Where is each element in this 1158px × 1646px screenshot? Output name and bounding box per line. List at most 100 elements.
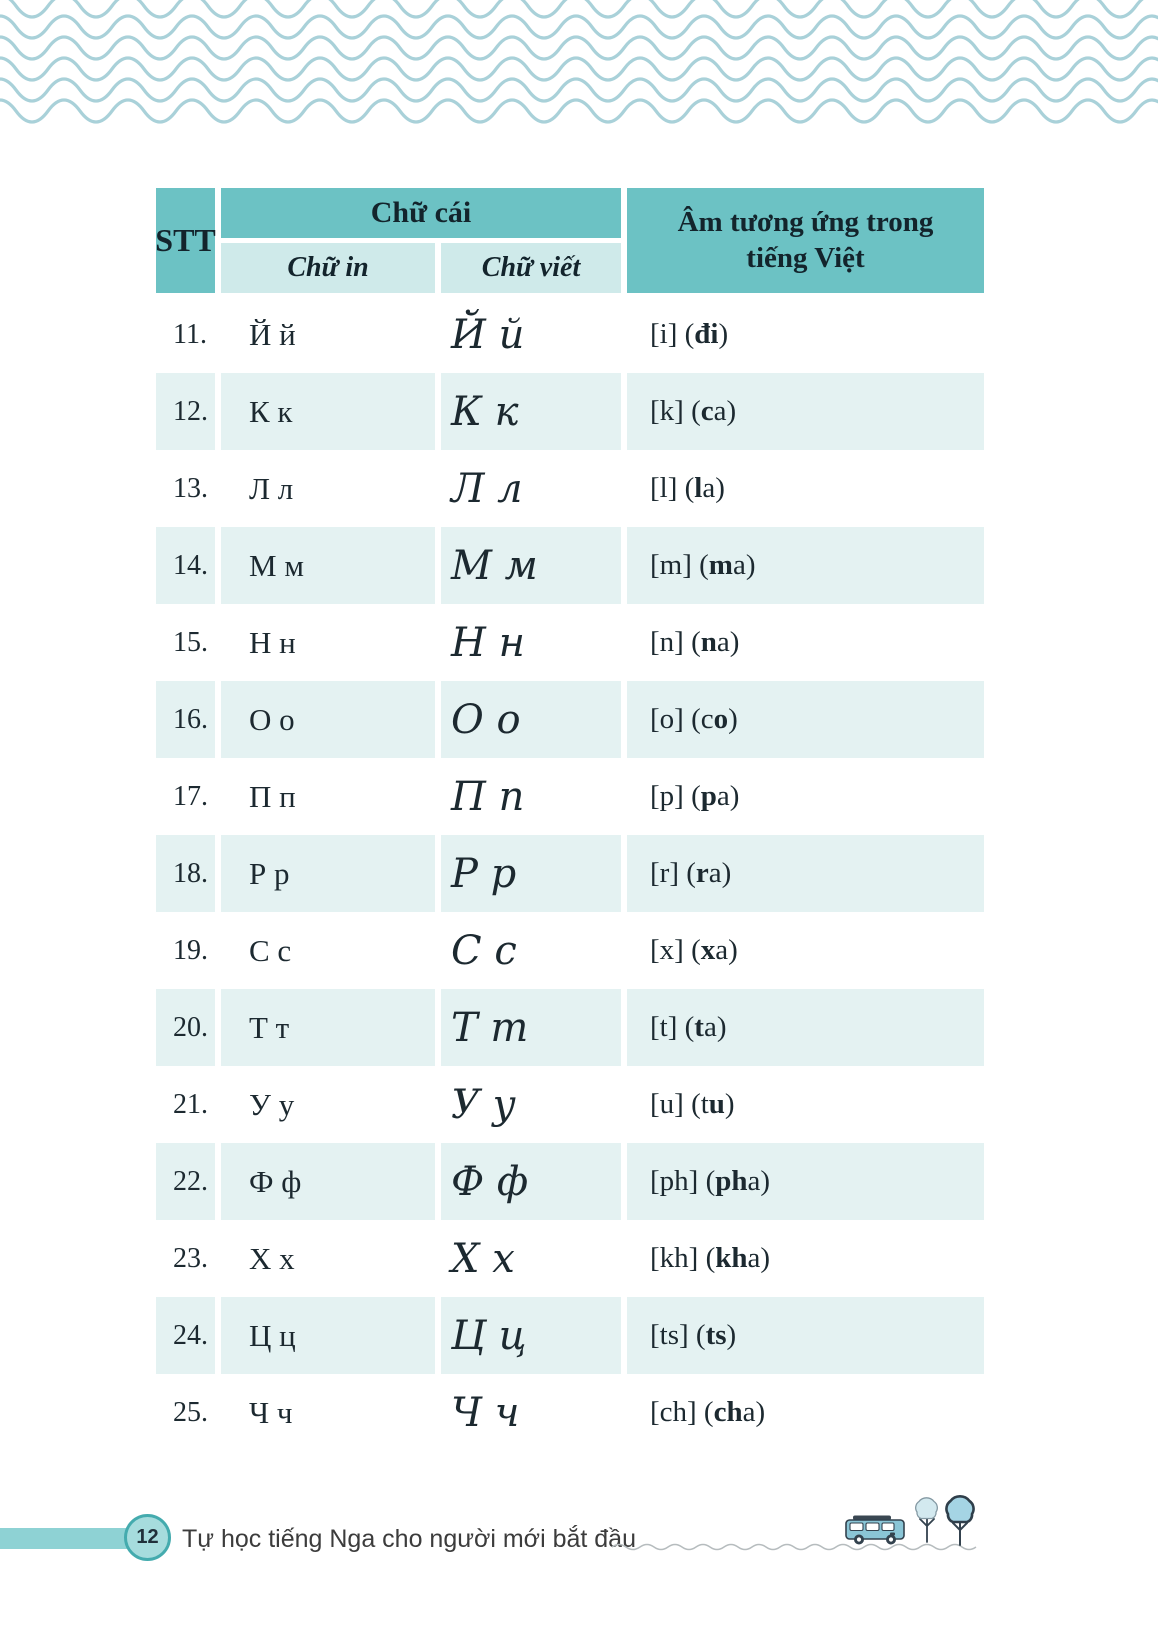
sound-suffix: ) bbox=[718, 318, 729, 350]
sound-suffix: a) bbox=[715, 934, 738, 966]
sound-prefix: [k] ( bbox=[650, 395, 701, 427]
cursive-letter: О о bbox=[441, 681, 621, 758]
cursive-letter: Т т bbox=[441, 989, 621, 1066]
printed-letter: Ч ч bbox=[249, 1394, 293, 1430]
sound-bold: n bbox=[700, 626, 717, 658]
vietnamese-sound: [t] (t a) bbox=[627, 989, 984, 1066]
sound-prefix: [m] ( bbox=[650, 549, 709, 581]
vietnamese-sound: [x] (x a) bbox=[627, 912, 984, 989]
row-number: 11. bbox=[173, 318, 207, 350]
cursive-letter: П п bbox=[451, 773, 525, 820]
sound-bold: u bbox=[708, 1088, 725, 1120]
row-number: 25. bbox=[173, 1396, 208, 1428]
row-number: 21. bbox=[173, 1088, 208, 1120]
vietnamese-sound: [r] (r a) bbox=[627, 835, 984, 912]
row-number: 19. bbox=[173, 934, 208, 966]
sound-suffix: a) bbox=[702, 472, 725, 504]
sound-prefix: [r] ( bbox=[650, 857, 696, 889]
sound-prefix: [t] ( bbox=[650, 1011, 695, 1043]
sound-prefix: [i] ( bbox=[650, 318, 695, 350]
sound-bold: x bbox=[700, 934, 716, 966]
printed-letter: Л л bbox=[249, 470, 294, 506]
vietnamese-sound: [kh] (kh a) bbox=[627, 1220, 984, 1297]
alphabet-table: STT Chữ cái Âm tương ứng trong tiếng Việ… bbox=[155, 188, 984, 1451]
sound-suffix: a) bbox=[703, 1011, 727, 1043]
page-number-badge: 12 bbox=[124, 1514, 171, 1561]
sound-prefix: [x] ( bbox=[650, 934, 701, 966]
printed-letter: К к bbox=[221, 373, 435, 450]
sound-suffix: a) bbox=[742, 1396, 766, 1428]
vietnamese-sound: [m] (m a) bbox=[627, 527, 984, 604]
sound-suffix: ) bbox=[726, 1319, 737, 1351]
vietnamese-sound: [p] (p a) bbox=[627, 758, 984, 835]
trees-icon bbox=[915, 1495, 975, 1546]
sound-suffix: a) bbox=[713, 395, 737, 427]
sound-suffix: a) bbox=[716, 780, 740, 812]
sound-bold: ts bbox=[705, 1319, 727, 1351]
cursive-letter: М м bbox=[441, 527, 621, 604]
sound-bold: c bbox=[700, 395, 714, 427]
cursive-letter: Ф ф bbox=[441, 1143, 621, 1220]
sound-suffix: a) bbox=[747, 1165, 771, 1197]
printed-letter: Ф ф bbox=[221, 1143, 435, 1220]
cursive-letter: Х х bbox=[451, 1235, 515, 1282]
header-stt: STT bbox=[155, 188, 216, 293]
row-number: 20. bbox=[156, 989, 215, 1066]
van-icon bbox=[845, 1515, 905, 1545]
vietnamese-sound: [l] (l a) bbox=[627, 450, 984, 527]
header-chu-in: Chữ in bbox=[221, 243, 435, 293]
sound-prefix: [u] (t bbox=[650, 1088, 709, 1120]
sound-prefix: [ph] ( bbox=[650, 1165, 716, 1197]
vietnamese-sound: [i] (đi) bbox=[627, 296, 984, 373]
header-chu-viet: Chữ viết bbox=[441, 243, 621, 293]
vietnamese-sound: [o] (c o) bbox=[627, 681, 984, 758]
row-number: 12. bbox=[156, 373, 215, 450]
sound-prefix: [l] ( bbox=[650, 472, 695, 504]
sound-suffix: ) bbox=[724, 1088, 735, 1120]
page-number: 12 bbox=[136, 1526, 159, 1548]
sound-bold: t bbox=[694, 1011, 704, 1043]
sound-prefix: [ts] ( bbox=[650, 1319, 706, 1351]
vietnamese-sound: [ph] (ph a) bbox=[627, 1143, 984, 1220]
printed-letter: О о bbox=[221, 681, 435, 758]
sound-suffix: a) bbox=[716, 626, 740, 658]
cursive-letter: Ч ч bbox=[451, 1389, 520, 1436]
cursive-letter: Р р bbox=[441, 835, 621, 912]
cursive-letter: Л л bbox=[451, 465, 523, 512]
sound-bold: o bbox=[713, 703, 729, 735]
row-number: 13. bbox=[173, 472, 208, 504]
printed-letter: Н н bbox=[249, 624, 296, 660]
sound-bold: kh bbox=[715, 1242, 748, 1274]
sound-prefix: [kh] ( bbox=[650, 1242, 716, 1274]
row-number: 15. bbox=[173, 626, 208, 658]
header-am-tuong-ung: Âm tương ứng trong tiếng Việt bbox=[627, 188, 984, 293]
row-number: 24. bbox=[156, 1297, 215, 1374]
row-number: 23. bbox=[173, 1242, 208, 1274]
printed-letter: Х х bbox=[249, 1240, 295, 1276]
sound-bold: l bbox=[694, 472, 703, 504]
book-title: Tự học tiếng Nga cho người mới bắt đầu bbox=[182, 1524, 636, 1553]
vietnamese-sound: [ts] (ts) bbox=[627, 1297, 984, 1374]
sound-prefix: [o] (c bbox=[650, 703, 714, 735]
cursive-letter: Н н bbox=[451, 619, 525, 666]
sound-bold: ch bbox=[713, 1396, 743, 1428]
vietnamese-sound: [ch] (ch a) bbox=[627, 1374, 984, 1451]
cursive-letter: Й й bbox=[451, 311, 525, 358]
printed-letter: Т т bbox=[221, 989, 435, 1066]
cursive-letter: С с bbox=[451, 927, 517, 974]
sound-suffix: a) bbox=[732, 549, 756, 581]
sound-suffix: a) bbox=[747, 1242, 771, 1274]
sound-bold: m bbox=[708, 549, 733, 581]
vietnamese-sound: [k] (c a) bbox=[627, 373, 984, 450]
vietnamese-sound: [n] (n a) bbox=[627, 604, 984, 681]
sound-bold: p bbox=[700, 780, 717, 812]
cursive-letter: У у bbox=[451, 1081, 516, 1128]
printed-letter: Р р bbox=[221, 835, 435, 912]
cursive-letter: К к bbox=[441, 373, 621, 450]
wavy-line-icon bbox=[611, 1543, 977, 1551]
table-body: 11. Й й Й й [i] (đi) 12. К к К к [k] (c a… bbox=[156, 296, 984, 1451]
sound-prefix: [n] ( bbox=[650, 626, 701, 658]
header-chu-cai: Chữ cái bbox=[221, 188, 621, 238]
sound-bold: r bbox=[695, 857, 709, 889]
